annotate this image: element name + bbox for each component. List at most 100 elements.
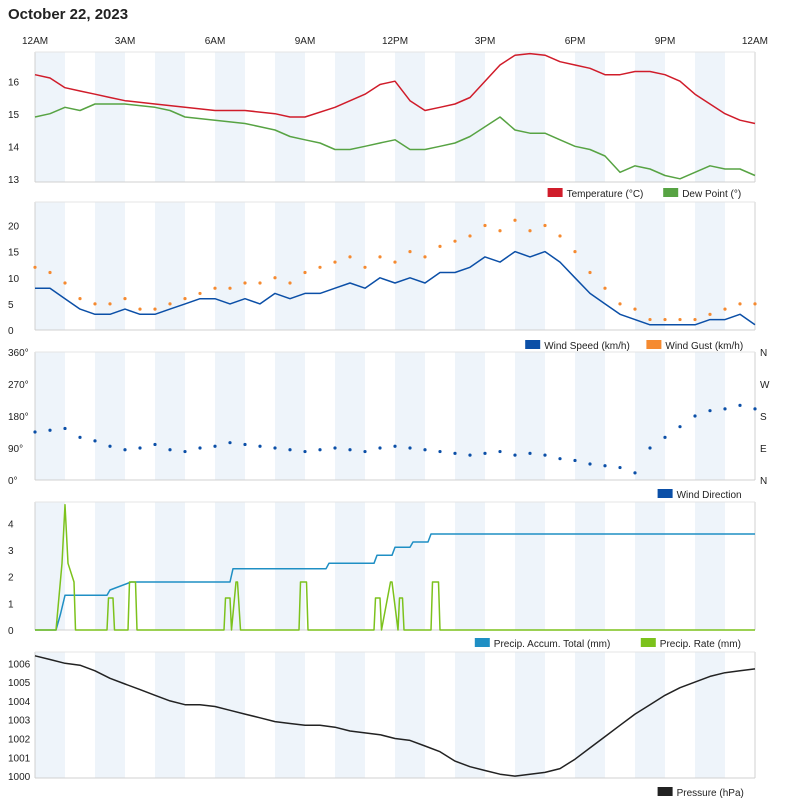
- y-tick-label: 15: [8, 110, 20, 121]
- compass-tick-label: N: [760, 476, 767, 487]
- wind_gust-point: [303, 270, 307, 275]
- night-bands: [35, 202, 725, 330]
- compass-tick-label: W: [760, 380, 770, 391]
- legend-label: Wind Gust (km/h): [665, 341, 743, 352]
- y-tick-label: 1: [8, 599, 14, 610]
- wind_direction-point: [93, 439, 97, 443]
- legend-swatch: [657, 787, 673, 796]
- wind_direction-point: [543, 453, 547, 457]
- time-band: [695, 52, 725, 182]
- wind_direction-points: [33, 403, 757, 475]
- time-band: [635, 652, 665, 778]
- wind_direction-point: [693, 414, 697, 418]
- time-band: [455, 52, 485, 182]
- time-band: [635, 352, 665, 480]
- wind_direction-point: [303, 449, 307, 454]
- wind_direction-point: [513, 453, 517, 457]
- wind_direction-point: [78, 435, 82, 439]
- time-band: [215, 352, 245, 480]
- temperature-line: [34, 52, 756, 125]
- y-tick-label: 1004: [8, 697, 31, 708]
- wind_direction-point: [33, 430, 37, 434]
- y-tick-label: 1001: [8, 753, 31, 764]
- wind_direction-point: [63, 426, 67, 431]
- time-band: [275, 352, 305, 480]
- wind_gust-point: [393, 260, 397, 264]
- chart-panel-pressure: 1000 1001 1002 1003 1004 1005 1006 Pressure (hP…: [8, 651, 756, 799]
- wind_gust-point: [153, 307, 157, 311]
- wind_direction-point: [468, 453, 472, 457]
- legend-swatch: [474, 638, 490, 647]
- wind_direction-point: [138, 446, 142, 450]
- legend-swatch: [646, 340, 662, 349]
- time-tick-label: 3PM: [475, 36, 496, 47]
- time-band: [35, 652, 65, 778]
- wind_direction-point: [48, 428, 52, 432]
- compass-tick-label: E: [760, 444, 767, 455]
- time-band: [515, 52, 545, 182]
- time-band: [215, 52, 245, 182]
- legend-label: Precip. Accum. Total (mm): [494, 639, 611, 650]
- wind_direction-point: [318, 448, 322, 452]
- y-tick-label: 10: [8, 274, 20, 285]
- time-band: [155, 352, 185, 480]
- time-band: [95, 52, 125, 182]
- legend-label: Precip. Rate (mm): [660, 639, 741, 650]
- pressure-line: [34, 655, 756, 777]
- wind_gust-point: [378, 255, 382, 259]
- y-tick-label: 20: [8, 222, 20, 233]
- wind_direction-point: [618, 465, 622, 470]
- time-band: [395, 502, 425, 630]
- y-tick-label: 1006: [8, 659, 31, 670]
- wind_direction-point: [633, 471, 637, 475]
- time-tick-label: 9PM: [655, 36, 676, 47]
- time-band: [275, 502, 305, 630]
- wind_direction-point: [453, 451, 457, 455]
- wind_gust-point: [33, 265, 37, 269]
- chart-panel-temp: 13 14 15 16 Dew Point (°) Temperature (°C): [8, 51, 756, 200]
- wind_gust-point: [318, 265, 322, 269]
- legend: Dew Point (°) Temperature (°C): [547, 188, 741, 200]
- y-tick-label: 270°: [8, 380, 29, 391]
- time-band: [515, 502, 545, 630]
- legend: Wind Gust (km/h) Wind Speed (km/h): [525, 340, 743, 352]
- time-band: [455, 502, 485, 630]
- time-band: [95, 652, 125, 778]
- wind_gust-point: [753, 302, 757, 306]
- wind_direction-point: [243, 442, 247, 447]
- time-band: [275, 202, 305, 330]
- wind_gust-point: [528, 229, 532, 233]
- y-tick-label: 1005: [8, 678, 31, 689]
- wind_direction-point: [348, 448, 352, 452]
- legend-label: Wind Speed (km/h): [544, 341, 630, 352]
- time-axis: 12AM 3AM 6AM 9AM 12PM 3PM 6PM 9PM 12AM: [22, 36, 768, 47]
- wind_gust-point: [363, 265, 367, 269]
- y-tick-label: 1000: [8, 772, 31, 783]
- legend: Wind Direction: [657, 489, 742, 501]
- chart-panel-precip: 0 1 2 3 4 Precip. Rate (mm) Precip. Accum. Tot…: [8, 501, 756, 650]
- wind_direction-point: [438, 449, 442, 454]
- y-tick-label: 1002: [8, 735, 31, 746]
- wind_gust-point: [603, 286, 607, 290]
- y-tick-label: 1003: [8, 716, 31, 727]
- time-band: [155, 652, 185, 778]
- time-band: [635, 202, 665, 330]
- wind_direction-point: [423, 448, 427, 452]
- time-band: [335, 502, 365, 630]
- wind_direction-point: [183, 449, 187, 454]
- time-band: [515, 202, 545, 330]
- wind_direction-point: [153, 442, 157, 447]
- wind_gust-point: [288, 281, 292, 285]
- wind_direction-point: [228, 441, 232, 445]
- wind_speed-line: [35, 250, 756, 326]
- wind_direction-point: [123, 448, 127, 452]
- time-band: [155, 52, 185, 182]
- wind_gust-point: [228, 286, 232, 290]
- time-tick-label: 6PM: [565, 36, 586, 47]
- wind_direction-point: [678, 425, 682, 429]
- compass-tick-label: N: [760, 348, 767, 359]
- time-band: [695, 352, 725, 480]
- wind_gust-point: [108, 302, 112, 306]
- y-tick-label: 13: [8, 175, 20, 186]
